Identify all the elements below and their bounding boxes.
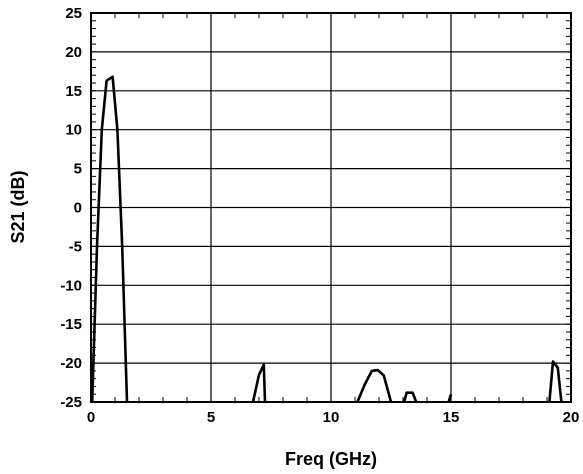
y-tick-label: 20 <box>65 44 82 61</box>
x-tick-label: 0 <box>87 409 95 426</box>
y-tick-label: -15 <box>60 316 82 333</box>
y-tick-label: -25 <box>60 394 82 411</box>
series-segment <box>251 363 267 403</box>
y-tick-label: 10 <box>65 122 82 139</box>
y-tick-label: 0 <box>74 200 82 217</box>
x-tick-labels: 0 5 10 15 20 <box>87 409 580 426</box>
y-tick-label: 15 <box>65 83 82 100</box>
x-tick-label: 10 <box>323 409 340 426</box>
plot-frame <box>90 12 572 403</box>
y-tick-labels: 25 20 15 10 5 0 -5 -10 -15 -20 -25 <box>60 5 82 411</box>
series-segment <box>356 368 393 403</box>
series-segment <box>447 393 453 403</box>
y-tick-label: -10 <box>60 277 82 294</box>
y-tick-label: 25 <box>65 5 82 22</box>
y-tick-label: -20 <box>60 355 82 372</box>
series-segment <box>548 360 563 403</box>
x-tick-label: 5 <box>207 409 215 426</box>
y-tick-label: -5 <box>69 238 82 255</box>
series-line <box>90 75 563 403</box>
series-segment <box>90 75 129 403</box>
series-segment <box>402 391 418 403</box>
x-tick-label: 20 <box>563 409 580 426</box>
x-axis-title: Freq (GHz) <box>285 449 377 469</box>
y-axis-title: S21 (dB) <box>8 170 28 243</box>
grid-lines <box>91 13 571 402</box>
y-tick-label: 5 <box>74 161 82 178</box>
x-tick-label: 15 <box>443 409 460 426</box>
